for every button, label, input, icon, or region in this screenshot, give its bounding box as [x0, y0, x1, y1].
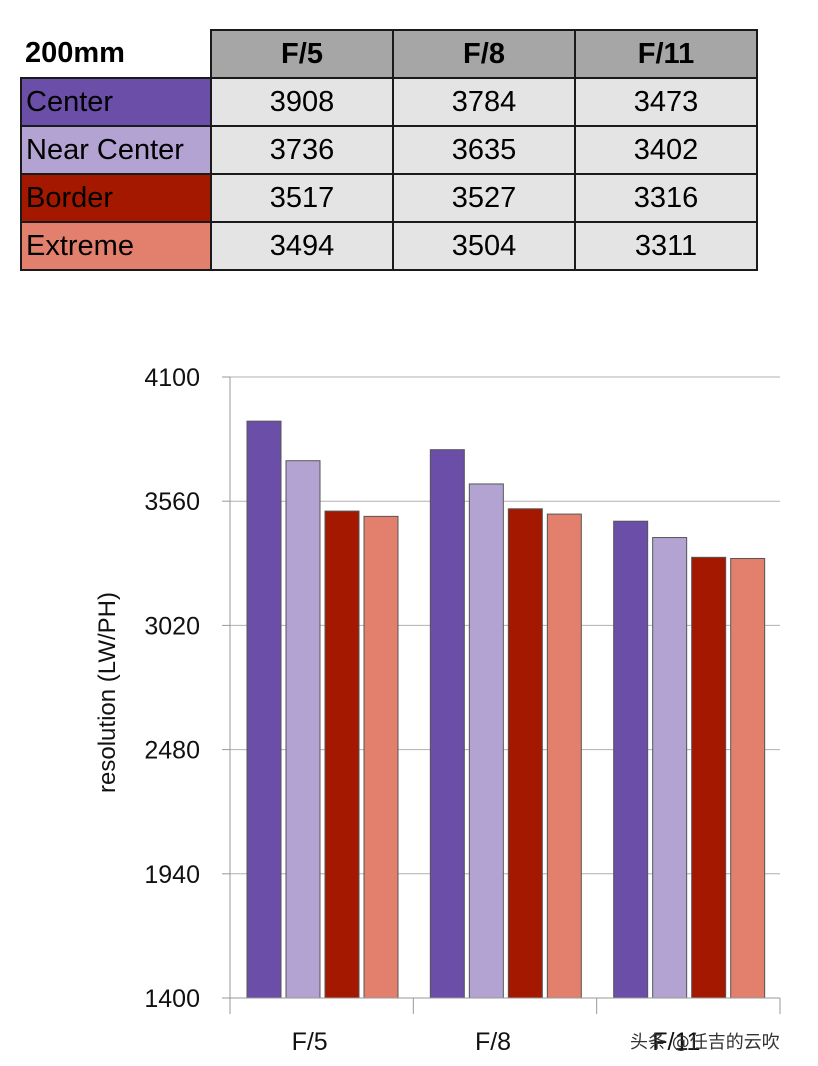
table-cell: 3494: [210, 221, 394, 271]
table-cell: 3635: [392, 125, 576, 175]
table-cell: 3908: [210, 77, 394, 127]
row-label-near-center: Near Center: [20, 125, 212, 175]
x-tick-label: F/5: [292, 1028, 328, 1056]
y-tick-label: 4100: [144, 364, 200, 392]
bar-border: [691, 556, 727, 999]
row-label-border: Border: [20, 173, 212, 223]
table-cell: 3504: [392, 221, 576, 271]
bar-chart: 4100 3560 3020 2480 1940 1400 F/5 F/8 F/11 resolu…: [94, 364, 781, 1056]
x-tick-label: F/8: [475, 1028, 511, 1056]
column-header-f11: F/11: [574, 29, 758, 79]
bar-extreme: [363, 515, 399, 999]
table-row-center: Center 3908 3784 3473: [20, 77, 758, 127]
table-row-extreme: Extreme 3494 3504 3311: [20, 221, 758, 271]
table-row-near-center: Near Center 3736 3635 3402: [20, 125, 758, 175]
y-tick-label: 1940: [144, 861, 200, 889]
bar-near-center: [652, 537, 688, 999]
resolution-table: 200mm F/5 F/8 F/11 Center 3908 3784 3473…: [20, 29, 758, 271]
y-axis-label: resolution (LW/PH): [94, 592, 121, 793]
table-cell: 3736: [210, 125, 394, 175]
bar-extreme: [730, 557, 766, 999]
table-cell: 3402: [574, 125, 758, 175]
y-tick-label: 2480: [144, 737, 200, 765]
watermark: 头条 @任吉的云吹: [630, 1032, 780, 1053]
bar-center: [246, 420, 282, 999]
table-cell: 3311: [574, 221, 758, 271]
table-cell: 3784: [392, 77, 576, 127]
bar-near-center: [468, 483, 504, 999]
bar-border: [324, 510, 360, 999]
table-cell: 3517: [210, 173, 394, 223]
y-tick-label: 3020: [144, 612, 200, 640]
table-row-border: Border 3517 3527 3316: [20, 173, 758, 223]
bar-center: [613, 520, 649, 999]
row-label-extreme: Extreme: [20, 221, 212, 271]
focal-length-label: 200mm: [21, 30, 211, 78]
bar-center: [429, 449, 465, 999]
y-tick-label: 3560: [144, 488, 200, 516]
y-tick-label: 1400: [144, 985, 200, 1013]
bar-near-center: [285, 460, 321, 999]
row-label-center: Center: [20, 77, 212, 127]
table-cell: 3527: [392, 173, 576, 223]
column-header-f5: F/5: [210, 29, 394, 79]
x-tick-label: F/11: [652, 1028, 700, 1056]
table-cell: 3473: [574, 77, 758, 127]
column-header-f8: F/8: [392, 29, 576, 79]
bar-border: [507, 508, 543, 999]
bar-extreme: [546, 513, 582, 999]
table-header-row: 200mm F/5 F/8 F/11: [21, 29, 758, 79]
table-cell: 3316: [574, 173, 758, 223]
